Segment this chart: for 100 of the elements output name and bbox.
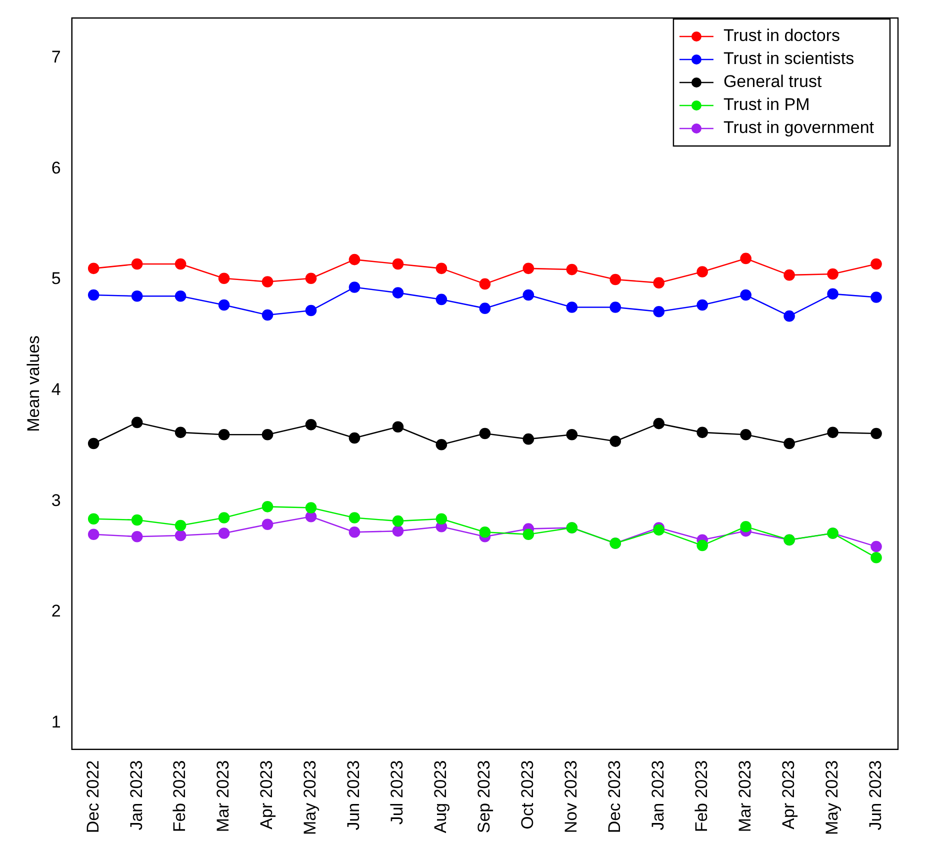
point [870,258,882,270]
point [870,428,882,440]
y-tick-label: 4 [51,380,61,400]
x-tick-label: Dec 2022 [83,760,102,834]
y-tick-label: 7 [51,48,61,67]
point [522,528,534,540]
point [566,428,578,440]
point [392,421,404,433]
x-tick-label: Mar 2023 [214,760,233,832]
point [522,289,534,301]
y-tick-label: 5 [51,269,61,288]
point [218,512,230,524]
point [479,302,491,314]
point [392,287,404,298]
x-tick-label: May 2023 [822,760,842,836]
point [88,262,100,274]
point [305,272,317,284]
point [696,299,708,311]
point [218,528,230,539]
point [870,552,882,564]
x-tick-label: Jun 2023 [344,760,364,830]
point [479,278,491,290]
point [436,262,448,274]
point [131,290,143,302]
point [174,530,186,542]
point [784,269,795,281]
x-tick-label: Feb 2023 [692,760,712,832]
point [262,518,274,530]
point [131,530,143,542]
point [262,501,274,512]
point [566,264,578,276]
point [784,310,795,322]
x-tick-label: Apr 2023 [778,760,798,830]
point [827,288,838,300]
point [653,306,664,318]
legend-label: Trust in government [723,118,874,138]
point [653,524,664,536]
point [348,432,360,444]
point [870,540,882,552]
point [218,428,230,440]
point [610,302,622,313]
legend-label: General trust [723,72,822,92]
legend-label: Trust in PM [723,95,810,114]
point [436,294,448,306]
x-tick-label: Mar 2023 [736,760,755,832]
point [174,258,186,270]
point [784,438,795,450]
point [653,277,664,288]
point [262,309,274,321]
point [348,254,360,266]
point [696,426,708,438]
point [262,428,274,440]
x-tick-label: Jan 2023 [126,760,146,830]
point [827,268,838,280]
point [827,426,838,438]
point [131,416,143,428]
y-tick-label: 1 [51,712,61,732]
point [436,513,448,525]
point [566,302,578,313]
point [218,299,230,311]
point [740,520,752,532]
x-tick-label: Nov 2023 [562,760,581,834]
y-tick-label: 6 [51,158,61,178]
point [696,266,708,278]
point [392,258,404,270]
y-tick-label: 2 [51,602,61,621]
point [740,252,752,264]
x-tick-label: Feb 2023 [170,760,190,832]
point [479,526,491,538]
point [696,540,708,552]
point [740,428,752,440]
x-tick-label: Jan 2023 [648,760,668,830]
point [392,515,404,527]
point [436,438,448,450]
point [348,282,360,293]
x-tick-label: Apr 2023 [257,760,276,830]
point [740,289,752,301]
point [131,514,143,526]
point [610,436,622,447]
point [305,304,317,316]
point [262,276,274,288]
point [174,426,186,438]
point [610,274,622,286]
point [88,438,100,450]
point [131,258,143,270]
point [522,262,534,274]
point [653,418,664,430]
point [218,272,230,284]
point [348,526,360,538]
x-tick-label: Oct 2023 [518,760,538,830]
x-tick-label: Jul 2023 [388,760,407,825]
point [522,433,534,445]
x-tick-label: May 2023 [300,760,320,836]
point [392,525,404,537]
x-tick-label: Jun 2023 [866,760,885,830]
y-tick-label: 3 [51,490,61,510]
x-tick-label: Sep 2023 [474,760,494,834]
x-tick-label: Dec 2023 [605,760,624,834]
point [305,502,317,514]
point [348,512,360,524]
